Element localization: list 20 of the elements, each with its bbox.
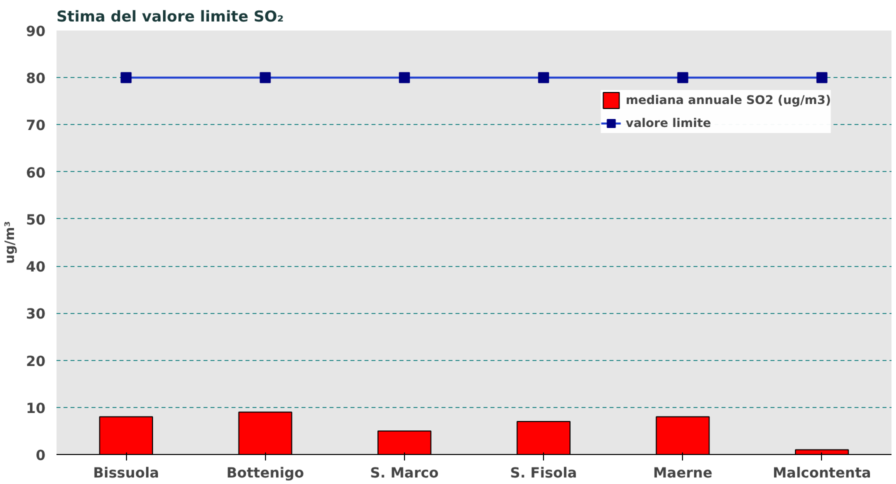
x-tick-label: Bottenigo — [226, 466, 304, 482]
x-tick-label: Malcontenta — [772, 466, 872, 482]
legend-label: mediana annuale SO2 (ug/m3) — [626, 93, 831, 107]
y-tick-label: 40 — [26, 260, 46, 276]
y-tick-label: 20 — [26, 354, 46, 370]
y-tick-label: 0 — [36, 448, 46, 464]
y-tick-label: 90 — [26, 24, 46, 40]
y-tick-label: 50 — [26, 212, 46, 228]
x-tick-label: Bissuola — [93, 466, 160, 482]
y-tick-label: 80 — [26, 71, 46, 88]
y-axis-title: ug/m³ — [3, 221, 18, 264]
y-tick-label: 60 — [26, 165, 46, 182]
y-tick-label: 30 — [26, 306, 46, 323]
x-tick-label: Maerne — [653, 466, 712, 482]
y-tick-label: 70 — [26, 118, 46, 134]
x-tick-label: S. Fisola — [510, 466, 578, 482]
chart-title: Stima del valore limite SO₂ — [56, 8, 284, 26]
y-tick-label: 10 — [26, 400, 46, 417]
legend-label: valore limite — [626, 116, 711, 130]
x-tick-label: S. Marco — [370, 466, 440, 482]
